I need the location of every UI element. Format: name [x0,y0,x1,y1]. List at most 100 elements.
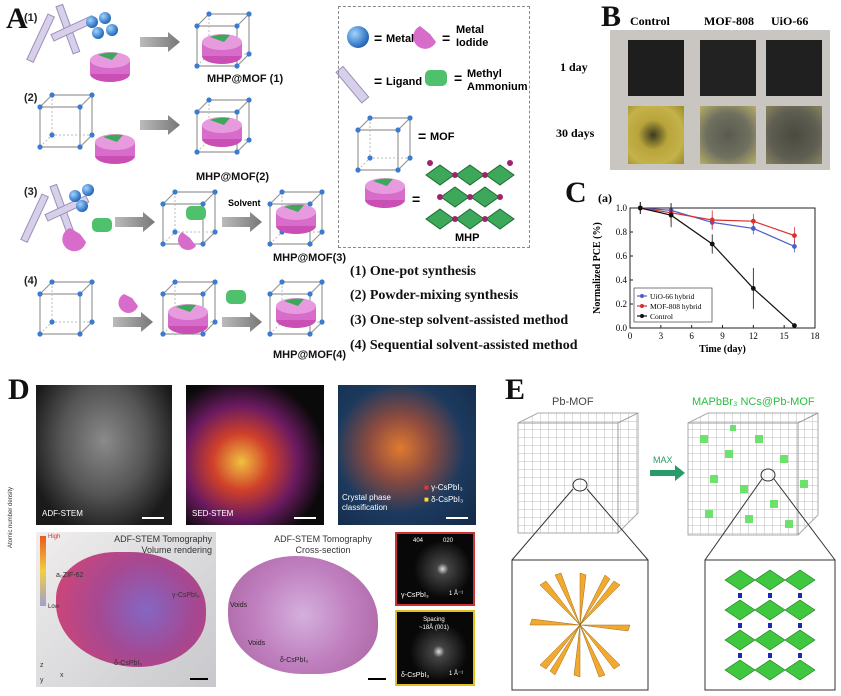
diffraction-delta: Spacing ~18Å (001) δ-CsPbI₃ 1 Å⁻¹ [395,610,475,686]
panel-a-scheme [20,3,515,338]
diff-delta-scale: 1 Å⁻¹ [449,671,464,677]
y-tick-label: 0.2 [616,299,627,309]
diff-gamma-scale: 1 Å⁻¹ [449,591,464,597]
row-number-2: (2) [24,92,38,104]
legend-eq-mhp: = [412,191,421,207]
density-colorbar [40,536,46,606]
label-mapbbr3: MAPbBr₃ NCs@Pb-MOF [692,396,815,408]
legend-metal-iodide: Metal Iodide [456,24,489,49]
legend-eq-iodide: = [442,30,451,46]
volume-rendering-blob [56,552,206,667]
legend-eq-mof: = [418,128,427,144]
panel-e-illustration: MAX [511,412,836,691]
data-point [709,217,715,223]
crystal-phase-label: Crystal phase classification [342,493,391,512]
x-tick-label: 0 [628,331,633,341]
colorbar-high: High [48,534,61,540]
sample-uio66-1day [766,40,822,96]
data-point [792,323,797,328]
y-tick-label: 0.0 [616,323,628,333]
sample-mof808-30days [700,106,756,164]
scale-bar [142,517,164,519]
legend-entry: UiO-66 hybrid [650,292,695,301]
adf-stem-image: ADF-STEM [36,385,172,525]
sed-stem-image: SED-STEM [186,385,324,525]
diff-gamma-label: γ-CsPbI₃ [401,592,429,599]
data-point [792,233,797,238]
method-3: (3) One-step solvent-assisted method [350,313,569,328]
row-number-1: (1) [24,12,38,24]
legend-marker [640,294,644,298]
axis-x: x [60,672,64,679]
x-axis-label: Time (day) [699,344,746,355]
legend-box [338,6,530,248]
tomo1-title: ADF-STEM Tomography Volume rendering [114,534,212,555]
row-30days: 30 days [556,126,595,140]
axis-z: z [40,662,44,669]
sample-uio66-30days [766,106,822,164]
legend-metal: Metal [386,33,415,45]
sample-control-1day [628,40,684,96]
scale-bar [368,678,386,680]
label-pb-mof: Pb-MOF [552,396,594,408]
spacing-label: Spacing ~18Å (001) [419,617,449,631]
caption-mhp-mof-1: MHP@MOF (1) [207,73,284,85]
data-point [792,244,797,249]
solvent-label: Solvent [228,198,261,208]
data-point [750,218,756,224]
caption-mhp-mof-3: MHP@MOF(3) [273,252,347,264]
crystal-phase-image: Crystal phase classification ■ γ-CsPbI₃ ■… [338,385,476,525]
label-gamma: γ-CsPbI₃ [172,592,200,599]
y-tick-label: 1.0 [616,203,628,213]
legend-methyl-ammonium: Methyl Ammonium [467,68,528,93]
legend-ligand: Ligand [386,76,423,88]
label-delta: δ-CsPbI₃ [114,660,143,667]
max-arrow-label: MAX [653,455,673,465]
x-tick-label: 3 [659,331,664,341]
col-uio66: UiO-66 [771,14,809,28]
colorbar-low: Low [48,604,60,610]
x-tick-label: 12 [749,331,758,341]
method-2: (2) Powder-mixing synthesis [350,288,519,303]
x-tick-label: 9 [720,331,725,341]
sample-mof808-1day [700,40,756,96]
tomography-volume-image: High Low ADF-STEM Tomography Volume rende… [36,532,216,687]
colorbar-axis-label: Atomic number density [8,486,14,548]
panel-label-c: C [565,176,587,209]
y-tick-label: 0.4 [616,275,628,285]
panel-label-a: A [6,2,28,35]
data-point [750,286,756,291]
data-point [637,205,643,211]
legend-eq-metal: = [374,30,383,46]
y-tick-label: 0.8 [616,227,628,237]
legend-marker [640,314,644,318]
y-tick-label: 0.6 [616,251,628,261]
panel-label-b: B [601,0,622,33]
method-1: (1) One-pot synthesis [350,264,477,279]
label-delta-2: δ-CsPbI₃ [280,657,309,664]
spot-020: 020 [443,538,454,544]
label-voids-1: Voids [230,602,248,609]
legend-mhp: MHP [455,232,480,244]
cross-section-blob [228,556,378,674]
legend-entry: MOF-808 hybrid [650,302,702,311]
data-point [750,226,756,231]
legend-delta: ■ δ-CsPbI₃ [424,495,464,504]
tomo2-title: ADF-STEM Tomography Cross-section [274,534,372,555]
y-axis-label: Normalized PCE (%) [592,222,603,314]
row-number-4: (4) [24,275,38,287]
col-control: Control [630,14,670,28]
tomography-cross-section-image: ADF-STEM Tomography Cross-section Voids V… [220,532,390,687]
label-zif: a₀ZIF-62 [56,572,84,579]
x-tick-label: 15 [780,331,790,341]
caption-mhp-mof-4: MHP@MOF(4) [273,349,347,361]
chart-sub-label: (a) [598,191,612,205]
series-line-1 [640,207,795,237]
pce-chart: 0 3 6 9 12 15 18 0.0 0.2 0.4 0.6 0.8 1.0 Time (day) No… [592,202,820,355]
adf-stem-label: ADF-STEM [42,509,83,518]
panel-label-e: E [505,373,526,406]
x-tick-label: 6 [689,331,694,341]
legend-entry: Control [650,312,673,321]
row-1day: 1 day [560,60,588,74]
data-point [709,241,715,247]
